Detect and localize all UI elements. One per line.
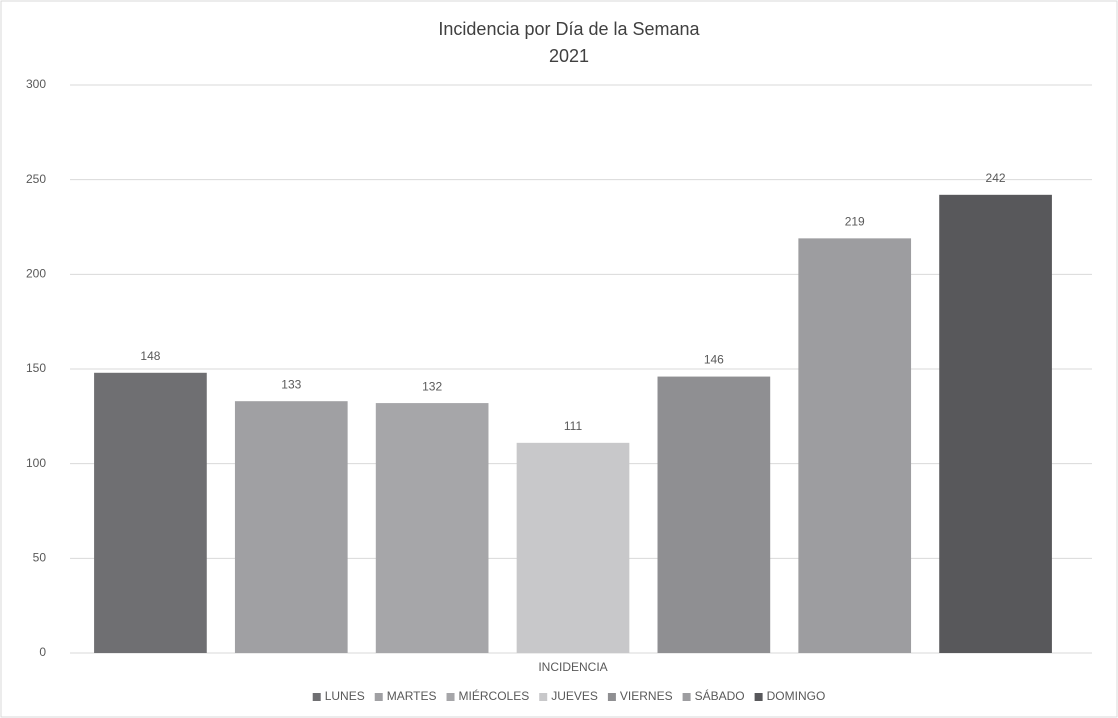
legend-label: LUNES: [325, 689, 365, 703]
y-tick-label: 300: [26, 77, 46, 91]
legend-label: VIERNES: [620, 689, 673, 703]
y-tick-label: 250: [26, 172, 46, 186]
chart-title: Incidencia por Día de la Semana: [438, 19, 700, 39]
legend-swatch: [539, 693, 548, 701]
bar: [516, 442, 630, 653]
legend-label: MARTES: [387, 689, 437, 703]
legend-label: DOMINGO: [767, 689, 826, 703]
x-tick-label: INCIDENCIA: [538, 660, 607, 674]
legend-swatch: [374, 693, 383, 701]
legend-swatch: [312, 693, 321, 701]
y-tick-label: 200: [26, 267, 46, 281]
bar: [798, 238, 912, 654]
chart-subtitle: 2021: [549, 46, 589, 66]
data-label: 146: [704, 353, 724, 367]
legend-swatch: [446, 693, 455, 701]
y-tick-label: 100: [26, 456, 46, 470]
bar: [234, 401, 348, 653]
data-label: 132: [422, 379, 442, 393]
data-label: 242: [986, 171, 1006, 185]
legend-label: MIÉRCOLES: [459, 688, 530, 703]
data-label: 133: [281, 377, 301, 391]
legend-swatch: [682, 693, 691, 701]
bar: [94, 372, 207, 653]
legend-label: SÁBADO: [695, 688, 745, 703]
data-label: 111: [564, 419, 583, 433]
data-label: 219: [845, 215, 865, 229]
legend-label: JUEVES: [551, 689, 598, 703]
bar: [939, 194, 1052, 653]
y-tick-label: 0: [39, 645, 46, 659]
bar: [375, 403, 489, 653]
y-tick-label: 150: [26, 361, 46, 375]
legend-swatch: [754, 693, 763, 701]
y-tick-label: 50: [33, 551, 47, 565]
legend-swatch: [607, 693, 616, 701]
data-label: 148: [140, 349, 160, 363]
bar: [657, 376, 771, 653]
